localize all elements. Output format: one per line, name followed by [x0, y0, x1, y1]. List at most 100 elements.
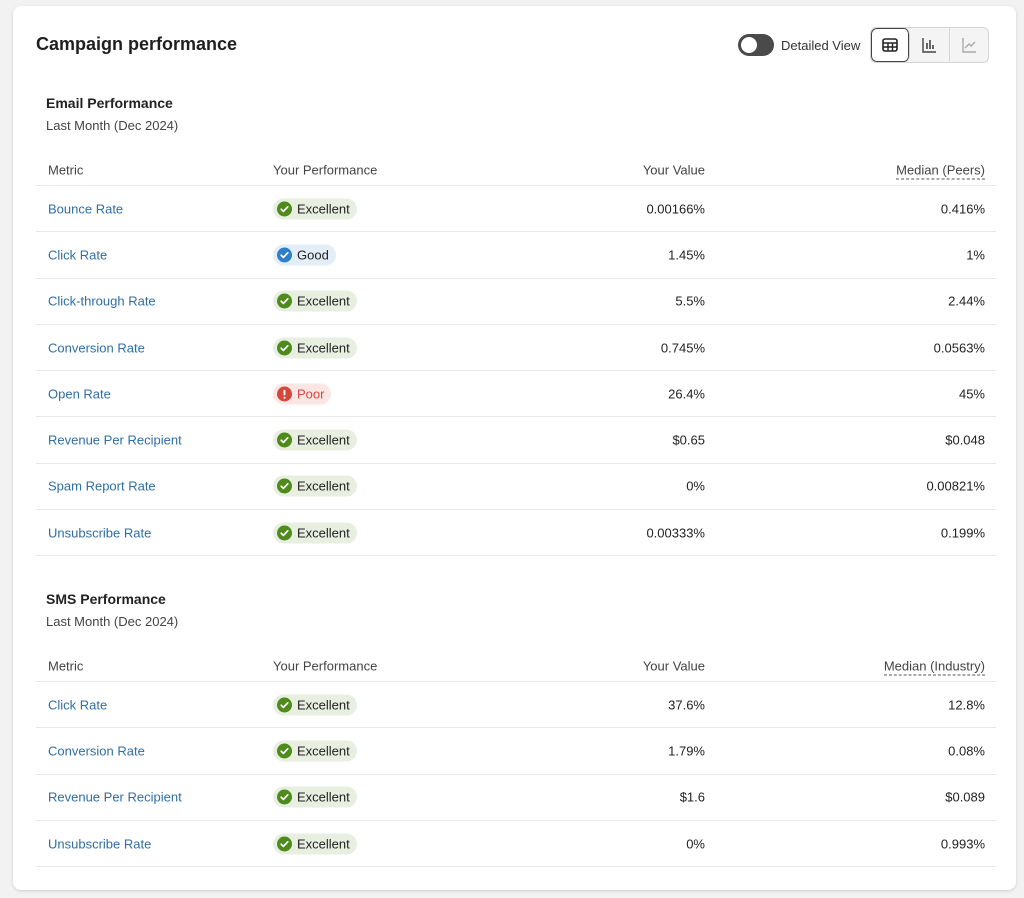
table-row: Click-through Rate Excellent 5.5% 2.44% — [36, 279, 996, 325]
metric-link[interactable]: Open Rate — [48, 386, 111, 402]
median-value: 0.993% — [940, 836, 985, 852]
median-value: $0.048 — [945, 432, 985, 448]
status-icon — [277, 293, 292, 309]
section-title: Email Performance — [46, 95, 173, 111]
metric-link[interactable]: Revenue Per Recipient — [48, 789, 182, 805]
card: Campaign performance Detailed View Email… — [13, 6, 1016, 890]
column-header: Your Value — [643, 659, 705, 674]
performance-badge: Excellent — [273, 198, 357, 220]
your-value: 0.00333% — [646, 525, 705, 541]
performance-badge: Good — [273, 244, 336, 266]
bar-view-button[interactable] — [910, 28, 950, 62]
status-icon — [277, 525, 292, 541]
performance-label: Excellent — [297, 201, 350, 217]
median-value: 0.0563% — [933, 340, 985, 356]
table-row: Unsubscribe Rate Excellent 0% 0.993% — [36, 821, 996, 868]
column-header: Your Performance — [273, 163, 377, 178]
column-header: Median (Industry) — [883, 658, 985, 676]
line-view-button[interactable] — [950, 28, 988, 62]
median-value: 12.8% — [948, 697, 985, 713]
status-icon — [277, 697, 292, 713]
column-header-text: Your Value — [642, 162, 705, 178]
median-value: 0.08% — [948, 743, 985, 759]
table-row: Conversion Rate Excellent 0.745% 0.0563% — [36, 325, 996, 372]
your-value: 0% — [686, 836, 705, 852]
status-icon — [277, 432, 292, 448]
metric-link[interactable]: Bounce Rate — [48, 201, 124, 217]
your-value: 37.6% — [668, 697, 705, 713]
performance-label: Excellent — [297, 478, 350, 494]
table-row: Spam Report Rate Excellent 0% 0.00821% — [36, 464, 996, 511]
table-view-button[interactable] — [871, 28, 911, 62]
status-icon — [277, 743, 292, 759]
column-header-text: Your Performance — [273, 658, 378, 674]
performance-badge: Excellent — [273, 694, 357, 716]
your-value: 1.79% — [668, 743, 705, 759]
median-value: 2.44% — [948, 293, 985, 309]
median-value: 0.00821% — [926, 478, 985, 494]
column-header-text: Median (Industry) — [883, 658, 985, 676]
status-icon — [277, 201, 292, 217]
metric-link[interactable]: Conversion Rate — [48, 743, 145, 759]
performance-badge: Excellent — [273, 522, 357, 544]
section-title: SMS Performance — [46, 591, 166, 607]
performance-label: Excellent — [297, 789, 350, 805]
column-header: Your Value — [643, 163, 705, 178]
performance-badge: Excellent — [273, 429, 357, 451]
median-value: $0.089 — [945, 789, 985, 805]
your-value: 0% — [686, 478, 705, 494]
table-row: Bounce Rate Excellent 0.00166% 0.416% — [36, 186, 996, 233]
column-header: Your Performance — [273, 659, 377, 674]
performance-badge: Poor — [273, 383, 332, 405]
status-icon — [277, 247, 292, 263]
metric-link[interactable]: Conversion Rate — [48, 340, 145, 356]
table-row: Conversion Rate Excellent 1.79% 0.08% — [36, 728, 996, 775]
section-subtitle: Last Month (Dec 2024) — [46, 118, 179, 133]
status-icon — [277, 386, 292, 402]
your-value: 26.4% — [668, 386, 705, 402]
median-value: 1% — [966, 247, 985, 263]
performance-label: Excellent — [297, 697, 350, 713]
performance-label: Excellent — [297, 525, 350, 541]
page-title: Campaign performance — [36, 34, 238, 54]
metric-link[interactable]: Click Rate — [48, 697, 108, 713]
your-value: $0.65 — [672, 432, 705, 448]
performance-badge: Excellent — [273, 833, 357, 855]
median-value: 0.199% — [940, 525, 985, 541]
performance-label: Excellent — [297, 340, 350, 356]
metric-link[interactable]: Unsubscribe Rate — [48, 836, 152, 852]
median-value: 0.416% — [940, 201, 985, 217]
your-value: 0.745% — [660, 340, 705, 356]
table-row: Click Rate Excellent 37.6% 12.8% — [36, 682, 996, 729]
metric-link[interactable]: Unsubscribe Rate — [48, 525, 152, 541]
metric-link[interactable]: Click-through Rate — [48, 293, 156, 309]
detailed-view-toggle[interactable] — [738, 34, 774, 56]
section-subtitle: Last Month (Dec 2024) — [46, 614, 179, 629]
status-icon — [277, 478, 292, 494]
performance-label: Excellent — [297, 432, 350, 448]
metric-link[interactable]: Spam Report Rate — [48, 478, 156, 494]
column-header-text: Your Value — [642, 658, 705, 674]
table-header: Metric Your Performance Your Value Median (… — [36, 155, 996, 186]
performance-badge: Excellent — [273, 290, 357, 312]
status-icon — [277, 340, 292, 356]
performance-label: Excellent — [297, 743, 350, 759]
table-row: Revenue Per Recipient Excellent $0.65 $0.04… — [36, 418, 996, 464]
your-value: $1.6 — [679, 789, 705, 805]
view-switcher — [870, 27, 989, 63]
table-row: Revenue Per Recipient Excellent $1.6 $0.089 — [36, 775, 996, 821]
your-value: 5.5% — [675, 293, 705, 309]
metric-link[interactable]: Click Rate — [48, 247, 108, 263]
column-header-text: Median (Peers) — [896, 162, 985, 180]
your-value: 1.45% — [668, 247, 705, 263]
column-header-text: Metric — [48, 658, 84, 674]
column-header-text: Your Performance — [273, 162, 378, 178]
performance-label: Good — [297, 247, 329, 263]
median-value: 45% — [958, 386, 985, 402]
column-header: Metric — [48, 163, 83, 178]
column-header-text: Metric — [48, 162, 84, 178]
table-row: Unsubscribe Rate Excellent 0.00333% 0.199% — [36, 510, 996, 557]
metric-link[interactable]: Revenue Per Recipient — [48, 432, 182, 448]
table-row: Open Rate Poor 26.4% 45% — [36, 371, 996, 418]
status-icon — [277, 836, 292, 852]
